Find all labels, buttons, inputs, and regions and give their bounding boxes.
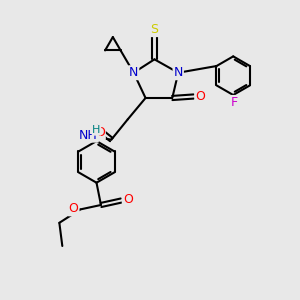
Text: O: O — [123, 193, 133, 206]
Text: N: N — [129, 66, 138, 79]
Text: H: H — [92, 125, 101, 135]
Text: NH: NH — [79, 129, 98, 142]
Text: N: N — [173, 66, 183, 79]
Text: O: O — [195, 90, 205, 103]
Text: O: O — [95, 126, 105, 139]
Text: S: S — [151, 23, 158, 36]
Text: O: O — [69, 202, 79, 215]
Text: F: F — [231, 96, 238, 109]
